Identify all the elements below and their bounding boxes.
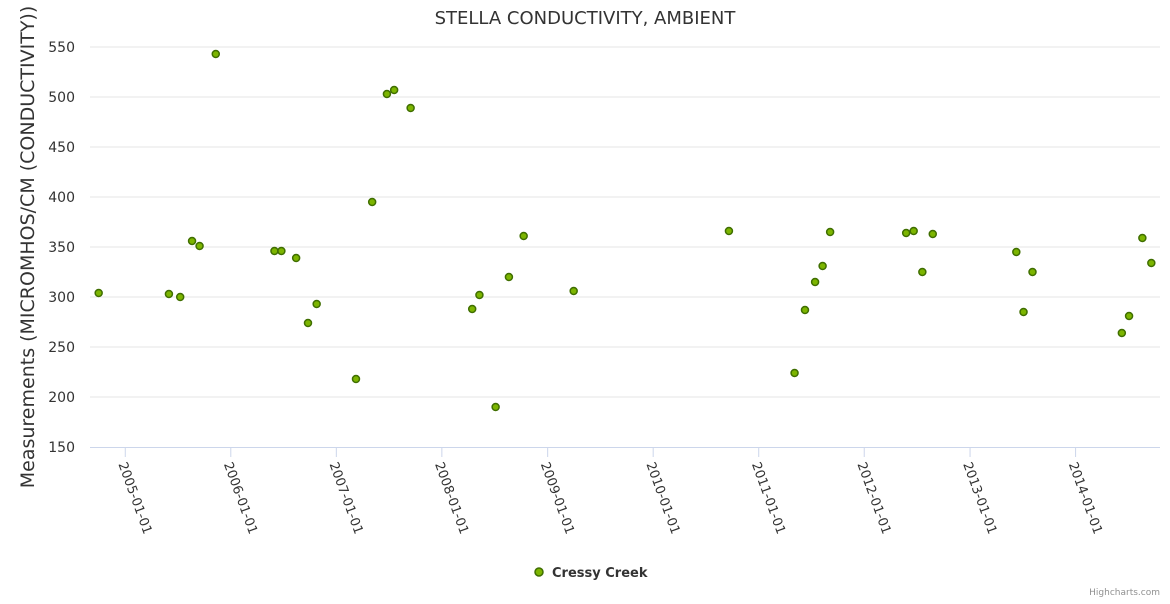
data-point[interactable] (800, 305, 810, 315)
y-tick-labels: 150 200 250 300 350 400 450 500 550 (48, 40, 75, 456)
data-point[interactable] (1147, 258, 1156, 268)
grid-layer (90, 46, 1160, 398)
legend-marker-icon[interactable] (534, 567, 544, 577)
data-point[interactable] (1012, 247, 1021, 257)
x-tick-label: 2010-01-01 (642, 460, 682, 536)
data-point[interactable] (195, 241, 204, 251)
y-tick-label: 350 (48, 240, 75, 256)
data-point[interactable] (724, 226, 734, 236)
data-point[interactable] (94, 288, 103, 298)
y-tick-label: 200 (48, 390, 75, 406)
x-tick-label: 2013-01-01 (959, 460, 999, 536)
y-tick-label: 150 (48, 440, 75, 456)
data-point[interactable] (569, 286, 578, 296)
y-tick-label: 300 (48, 290, 75, 306)
axis-layer (90, 447, 1160, 457)
data-point[interactable] (277, 246, 286, 256)
data-point[interactable] (291, 253, 301, 263)
data-point[interactable] (1124, 311, 1134, 321)
data-point[interactable] (1019, 307, 1028, 317)
data-point[interactable] (187, 236, 197, 246)
legend-item-label[interactable]: Cressy Creek (552, 566, 648, 581)
x-tick-label: 2012-01-01 (853, 460, 893, 536)
data-point[interactable] (351, 374, 361, 384)
data-point[interactable] (312, 299, 321, 309)
data-point[interactable] (367, 197, 377, 207)
x-tick-label: 2005-01-01 (115, 460, 155, 536)
y-tick-label: 450 (48, 140, 75, 156)
data-point[interactable] (382, 89, 392, 99)
data-point[interactable] (389, 85, 399, 95)
data-point[interactable] (901, 228, 911, 238)
data-point[interactable] (1138, 233, 1147, 243)
x-tick-label: 2006-01-01 (220, 460, 260, 536)
data-point[interactable] (1028, 267, 1037, 277)
data-point[interactable] (1117, 328, 1127, 338)
data-point[interactable] (790, 368, 799, 378)
data-point[interactable] (909, 226, 918, 236)
data-point[interactable] (491, 402, 500, 412)
data-point[interactable] (504, 272, 514, 282)
y-tick-label: 250 (48, 340, 75, 356)
credits-link[interactable]: Highcharts.com (1089, 588, 1160, 598)
data-point[interactable] (175, 292, 185, 302)
y-axis-title: Measurements (MICROMHOS/CM (CONDUCTIVITY… (17, 6, 39, 489)
x-tick-label: 2009-01-01 (537, 460, 577, 536)
data-point[interactable] (818, 261, 827, 271)
data-point[interactable] (211, 49, 221, 59)
x-tick-label: 2007-01-01 (326, 460, 366, 536)
data-point[interactable] (825, 227, 835, 237)
data-point[interactable] (810, 277, 820, 287)
data-point[interactable] (918, 267, 927, 277)
data-point[interactable] (467, 304, 477, 314)
data-point[interactable] (406, 103, 415, 113)
chart-title: STELLA CONDUCTIVITY, AMBIENT (435, 8, 737, 29)
x-tick-label: 2014-01-01 (1065, 460, 1105, 536)
y-tick-label: 500 (48, 90, 75, 106)
legend[interactable]: Cressy Creek (534, 566, 648, 581)
data-point[interactable] (270, 246, 279, 256)
x-tick-label: 2011-01-01 (748, 460, 788, 536)
x-tick-label: 2008-01-01 (431, 460, 471, 536)
y-tick-label: 400 (48, 190, 75, 206)
y-tick-label: 550 (48, 40, 75, 56)
data-point[interactable] (303, 318, 313, 328)
data-point[interactable] (928, 229, 938, 239)
data-point[interactable] (519, 231, 528, 241)
data-points[interactable] (94, 49, 1156, 412)
x-tick-labels: 2005-01-01 2006-01-01 2007-01-01 2008-01-01… (115, 460, 1105, 536)
data-point[interactable] (164, 289, 174, 299)
data-point[interactable] (475, 290, 484, 300)
